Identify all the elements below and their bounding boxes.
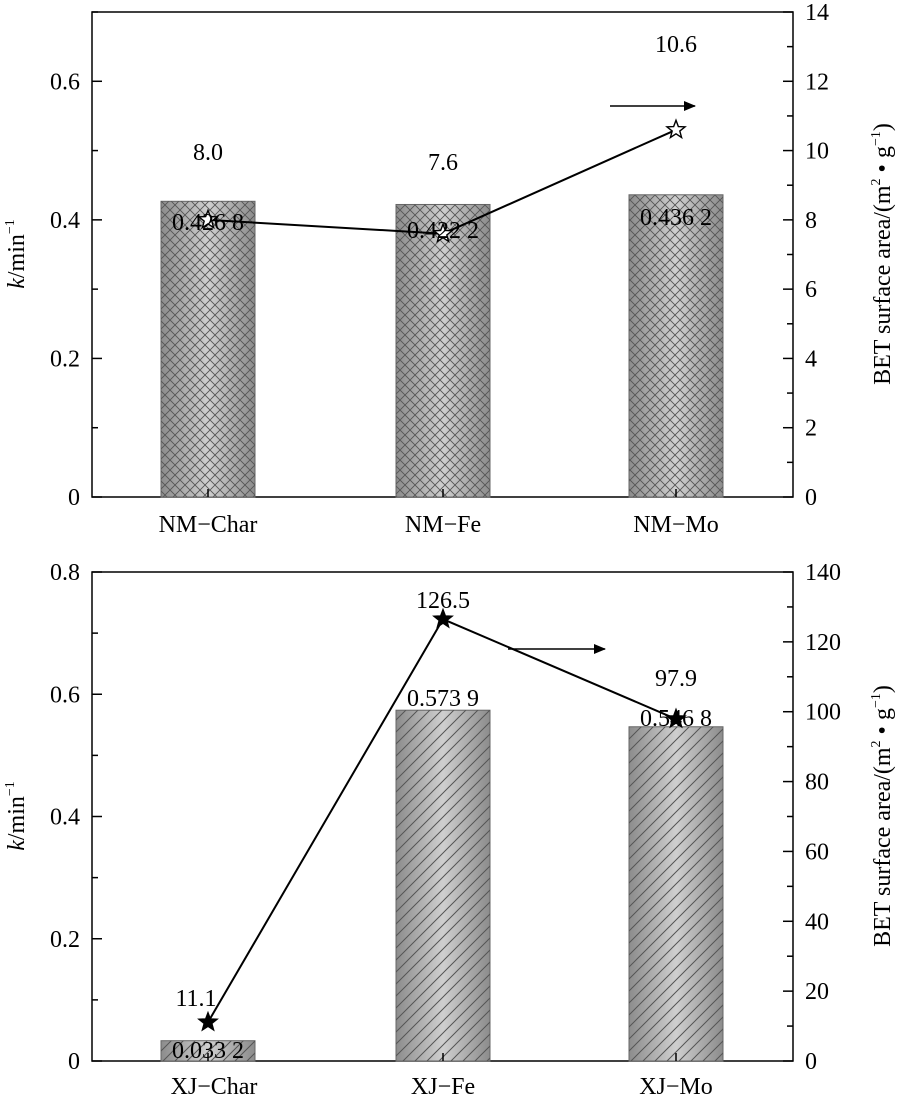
y-tick-label: 0.4 — [50, 805, 80, 831]
category-label: NM−Fe — [405, 512, 481, 538]
line-value-label: 10.6 — [655, 32, 697, 58]
y2-tick-label: 8 — [805, 208, 817, 234]
left-axis-ticks: 0 0.2 0.4 0.6 0.8 — [50, 560, 102, 1075]
category-ticks — [207, 1053, 677, 1061]
bar-pattern — [161, 201, 255, 497]
y2-tick-label: 14 — [805, 0, 829, 26]
line-value-label: 97.9 — [655, 666, 697, 692]
y-tick-label: 0.4 — [50, 208, 80, 234]
star-marker — [197, 208, 219, 230]
y2-tick-label: 140 — [805, 560, 841, 586]
line-value-label: 11.1 — [175, 986, 216, 1012]
category-label: NM−Char — [159, 512, 258, 538]
bar-value-label: 0.033 2 — [172, 1038, 244, 1064]
y-tick-label: 0.2 — [50, 927, 80, 953]
left-axis-title: k/min−1 — [3, 781, 30, 851]
category-label: NM−Mo — [633, 512, 719, 538]
bet-line-series — [197, 118, 687, 244]
y2-tick-label: 0 — [805, 1049, 817, 1075]
y2-tick-label: 20 — [805, 979, 829, 1005]
y2-tick-label: 40 — [805, 909, 829, 935]
star-marker — [665, 707, 687, 729]
bar-value-label: 0.422 2 — [407, 218, 479, 244]
bar-pattern — [629, 194, 723, 498]
right-axis-title: BET surface area/(m2 • g−1) — [869, 123, 896, 385]
right-axis-ticks: 0 20 40 60 80 100 120 140 — [783, 560, 841, 1075]
category-label: XJ−Fe — [411, 1074, 475, 1099]
star-marker — [197, 1010, 219, 1032]
category-ticks — [207, 489, 677, 497]
bar-group — [160, 194, 724, 498]
right-axis-ticks: 0 2 4 6 8 10 12 14 — [783, 0, 829, 511]
chart-panel-top: 0 0.2 0.4 0.6 0 2 4 6 8 10 12 14 NM−Char NM−Fe NM−… — [3, 0, 896, 538]
bar-value-label: 0.546 8 — [640, 706, 712, 732]
right-axis-title: BET surface area/(m2 • g−1) — [869, 685, 896, 947]
y2-tick-label: 120 — [805, 630, 841, 656]
y2-tick-label: 12 — [805, 69, 829, 95]
bar-value-label: 0.436 2 — [640, 205, 712, 231]
y-tick-label: 0.2 — [50, 346, 80, 372]
bar-pattern — [396, 204, 490, 497]
y2-tick-label: 0 — [805, 485, 817, 511]
y2-tick-label: 6 — [805, 277, 817, 303]
line-value-label: 8.0 — [193, 140, 223, 166]
category-label: XJ−Mo — [639, 1074, 713, 1099]
star-marker — [432, 222, 454, 244]
star-marker — [665, 118, 687, 140]
left-axis-ticks: 0 0.2 0.4 0.6 — [50, 11, 102, 511]
bar-value-label: 0.573 9 — [407, 686, 479, 712]
line-value-label: 7.6 — [428, 150, 458, 176]
bet-line-series — [197, 607, 687, 1032]
line-value-label: 126.5 — [416, 588, 470, 614]
y-tick-label: 0.6 — [50, 69, 80, 95]
y2-tick-label: 2 — [805, 416, 817, 442]
chart-panel-bottom: 0 0.2 0.4 0.6 0.8 0 20 40 60 80 100 120 140 XJ−Char… — [3, 560, 896, 1099]
y-tick-label: 0 — [68, 1049, 80, 1075]
y2-tick-label: 60 — [805, 839, 829, 865]
star-marker — [432, 607, 454, 629]
y2-tick-label: 10 — [805, 139, 829, 165]
y-tick-label: 0.6 — [50, 682, 80, 708]
left-axis-title: k/min−1 — [3, 219, 30, 289]
bar-pattern — [396, 710, 490, 1061]
y-tick-label: 0.8 — [50, 560, 80, 586]
bar-pattern — [629, 726, 723, 1061]
y2-tick-label: 4 — [805, 346, 817, 372]
category-label: XJ−Char — [171, 1074, 258, 1099]
bar-pattern — [161, 1040, 255, 1061]
bar-value-label: 0.426 8 — [172, 210, 244, 236]
y2-tick-label: 100 — [805, 700, 841, 726]
y2-tick-label: 80 — [805, 770, 829, 796]
y-tick-label: 0 — [68, 485, 80, 511]
bar-group — [160, 709, 724, 1062]
